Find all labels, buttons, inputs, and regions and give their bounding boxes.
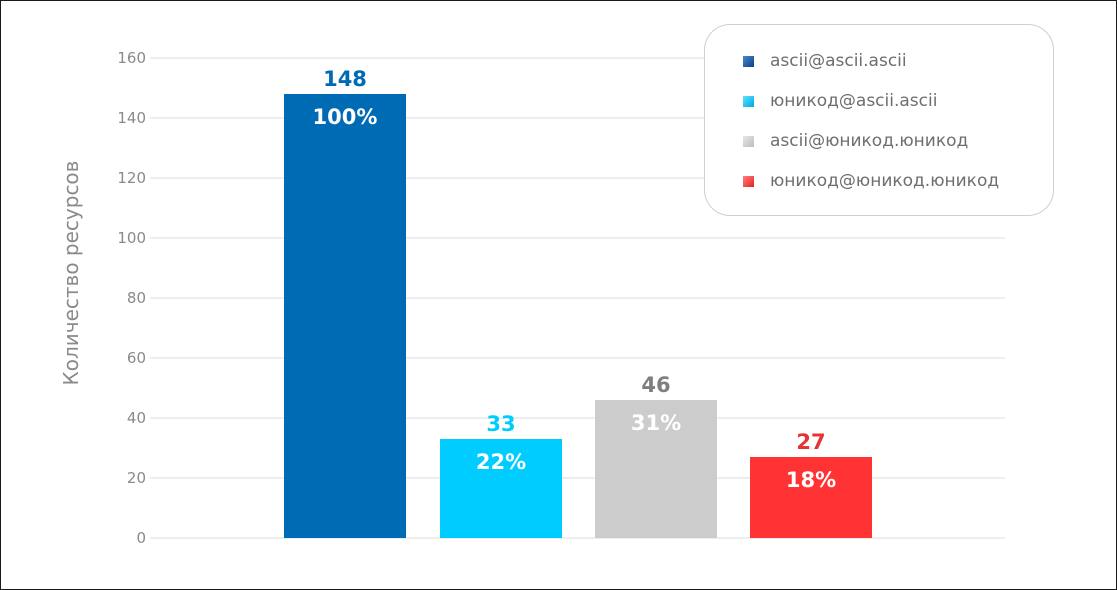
legend-swatch <box>743 135 754 147</box>
y-tick-label: 100 <box>117 229 146 247</box>
legend-swatch <box>743 175 754 187</box>
bar-percent-label: 31% <box>631 411 681 435</box>
bar <box>750 457 872 538</box>
legend-label: юникод@юникод.юникод <box>770 171 1000 191</box>
bar-value-label: 46 <box>641 373 670 397</box>
legend-item-unicode-unicode: юникод@юникод.юникод <box>743 170 999 192</box>
y-tick-label: 20 <box>127 469 146 487</box>
legend: ascii@ascii.ascii юникод@ascii.ascii asc… <box>704 24 1054 216</box>
bar-percent-label: 22% <box>476 450 526 474</box>
bar <box>595 400 717 538</box>
legend-label: юникод@ascii.ascii <box>770 91 938 111</box>
legend-label: ascii@ascii.ascii <box>770 51 907 71</box>
bar-percent-label: 18% <box>786 468 836 492</box>
y-tick-label: 160 <box>117 49 146 67</box>
y-tick-label: 80 <box>127 289 146 307</box>
legend-swatch <box>743 95 754 107</box>
y-tick-label: 140 <box>117 109 146 127</box>
y-tick-label: 120 <box>117 169 146 187</box>
y-tick-label: 40 <box>127 409 146 427</box>
bar <box>284 94 406 538</box>
legend-swatch <box>743 55 754 67</box>
legend-item-ascii-unicode: ascii@юникод.юникод <box>743 130 968 152</box>
y-tick-label: 60 <box>127 349 146 367</box>
y-axis-tick-labels: 0 20 40 60 80 100 120 140 160 <box>117 49 146 547</box>
y-axis-title: Количество ресурсов <box>59 161 83 386</box>
bar-value-label: 148 <box>323 67 367 91</box>
legend-item-ascii-ascii: ascii@ascii.ascii <box>743 50 907 72</box>
legend-item-unicode-ascii: юникод@ascii.ascii <box>743 90 937 112</box>
bar-value-label: 27 <box>796 430 825 454</box>
bar-percent-label: 100% <box>313 105 378 129</box>
bar <box>440 439 562 538</box>
legend-label: ascii@юникод.юникод <box>770 131 969 151</box>
bars: 148 100% 33 22% 46 31% 27 18% <box>284 67 872 538</box>
bar-value-label: 33 <box>486 412 515 436</box>
y-tick-label: 0 <box>136 529 146 547</box>
